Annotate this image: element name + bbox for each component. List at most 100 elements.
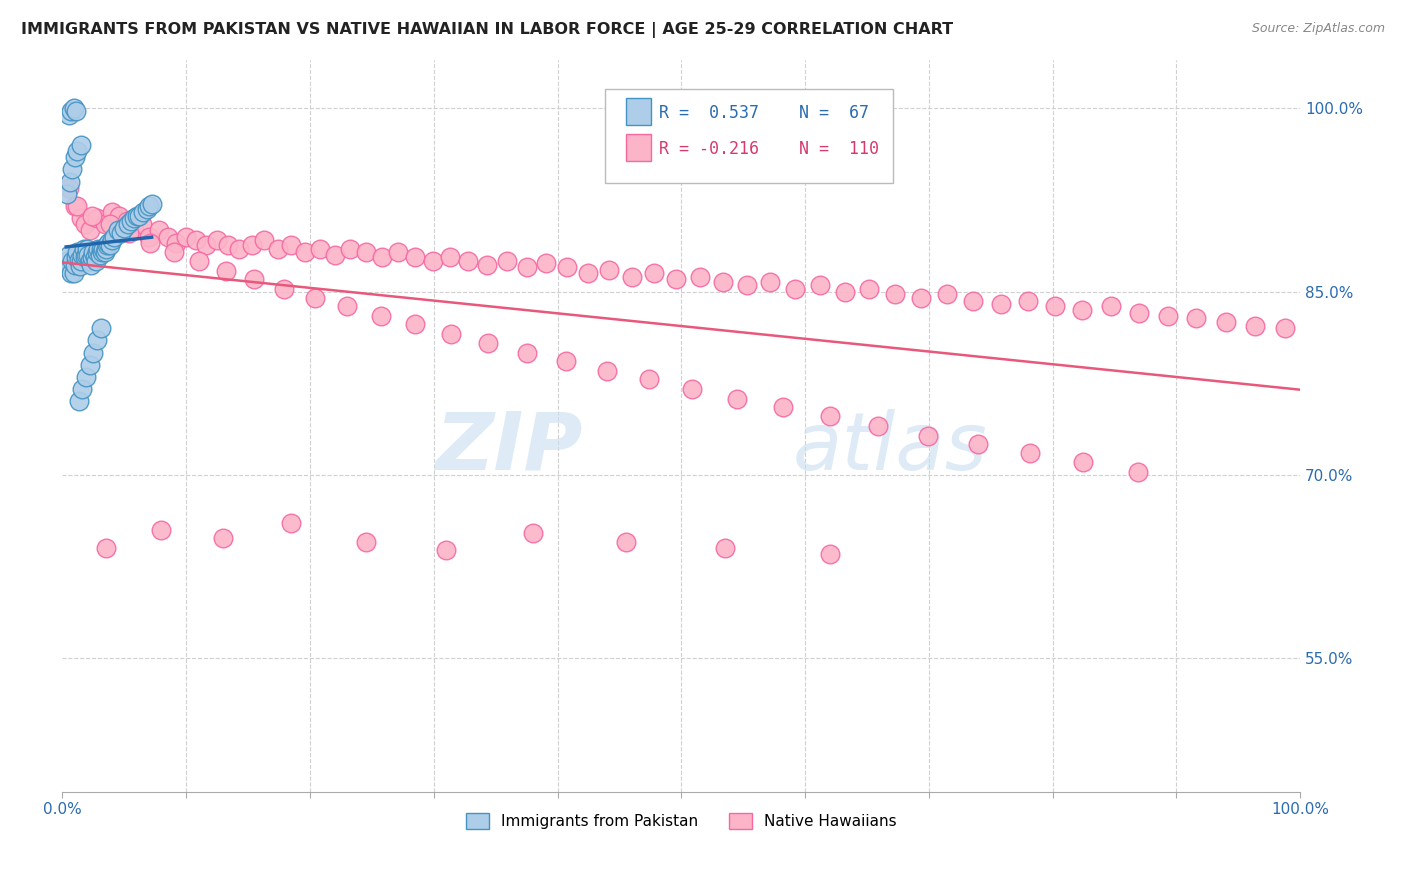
Text: R =  0.537    N =  67: R = 0.537 N = 67: [659, 104, 869, 122]
Point: [323, 248, 346, 262]
Point: [522, 526, 544, 541]
Point: [110, 226, 132, 240]
Point: [79, 254, 101, 268]
Point: [808, 278, 831, 293]
Point: [475, 258, 498, 272]
Point: [60, 103, 83, 118]
Point: [66, 199, 89, 213]
Point: [280, 516, 302, 531]
Point: [83, 250, 105, 264]
Point: [917, 428, 939, 442]
Point: [58, 248, 80, 262]
Point: [58, 107, 80, 121]
Point: [82, 245, 104, 260]
Text: IMMIGRANTS FROM PAKISTAN VS NATIVE HAWAIIAN IN LABOR FORCE | AGE 25-29 CORRELATI: IMMIGRANTS FROM PAKISTAN VS NATIVE HAWAI…: [21, 22, 953, 38]
Point: [614, 534, 637, 549]
Point: [66, 245, 89, 260]
Point: [174, 229, 197, 244]
Text: Source: ZipAtlas.com: Source: ZipAtlas.com: [1251, 22, 1385, 36]
Point: [818, 409, 841, 423]
Point: [309, 242, 332, 256]
Point: [90, 321, 112, 335]
Point: [187, 254, 209, 268]
Point: [596, 364, 619, 378]
Point: [1017, 294, 1039, 309]
Point: [67, 252, 90, 267]
Point: [93, 218, 115, 232]
Point: [1126, 465, 1149, 479]
Point: [516, 345, 538, 359]
Point: [60, 266, 83, 280]
Point: [91, 242, 114, 256]
Point: [713, 541, 735, 555]
Point: [82, 345, 104, 359]
Point: [1156, 309, 1178, 323]
Point: [990, 296, 1012, 310]
Point: [555, 354, 578, 368]
Point: [96, 238, 118, 252]
Point: [86, 245, 108, 260]
Point: [122, 211, 145, 226]
Point: [866, 418, 889, 433]
Point: [77, 248, 100, 262]
Point: [62, 266, 84, 280]
Point: [101, 233, 124, 247]
Point: [273, 282, 295, 296]
Point: [785, 282, 807, 296]
Point: [228, 242, 250, 256]
Point: [536, 256, 558, 270]
Point: [108, 209, 131, 223]
Point: [962, 294, 984, 309]
Point: [304, 291, 326, 305]
Point: [150, 523, 173, 537]
Point: [75, 248, 97, 262]
Point: [55, 260, 77, 274]
Point: [422, 254, 444, 268]
Point: [387, 245, 409, 260]
Point: [128, 209, 150, 223]
Point: [404, 250, 426, 264]
Point: [643, 266, 665, 280]
Point: [75, 370, 97, 384]
Point: [135, 202, 157, 216]
Point: [141, 196, 163, 211]
Point: [195, 238, 218, 252]
Point: [404, 318, 426, 332]
Point: [598, 262, 620, 277]
Point: [59, 260, 82, 274]
Point: [65, 103, 87, 118]
Point: [63, 199, 86, 213]
Point: [163, 245, 186, 260]
Point: [772, 401, 794, 415]
Point: [97, 235, 120, 250]
Point: [131, 218, 153, 232]
Point: [72, 382, 94, 396]
Point: [66, 144, 89, 158]
Point: [90, 242, 112, 256]
Point: [148, 223, 170, 237]
Point: [87, 242, 110, 256]
Point: [557, 260, 579, 274]
Point: [1099, 299, 1122, 313]
Point: [80, 258, 103, 272]
Point: [86, 211, 108, 226]
Point: [73, 218, 96, 232]
Point: [267, 242, 290, 256]
Point: [118, 226, 141, 240]
Point: [73, 250, 96, 264]
Point: [115, 213, 138, 227]
Point: [69, 259, 91, 273]
Point: [725, 392, 748, 406]
Point: [516, 260, 538, 274]
Text: R = -0.216    N =  110: R = -0.216 N = 110: [659, 140, 879, 158]
Point: [578, 266, 600, 280]
Point: [139, 235, 162, 250]
Point: [125, 209, 148, 223]
Point: [620, 269, 643, 284]
Point: [354, 534, 377, 549]
Point: [60, 162, 83, 177]
Point: [63, 258, 86, 272]
Point: [79, 358, 101, 372]
Point: [910, 291, 932, 305]
Point: [94, 541, 117, 555]
